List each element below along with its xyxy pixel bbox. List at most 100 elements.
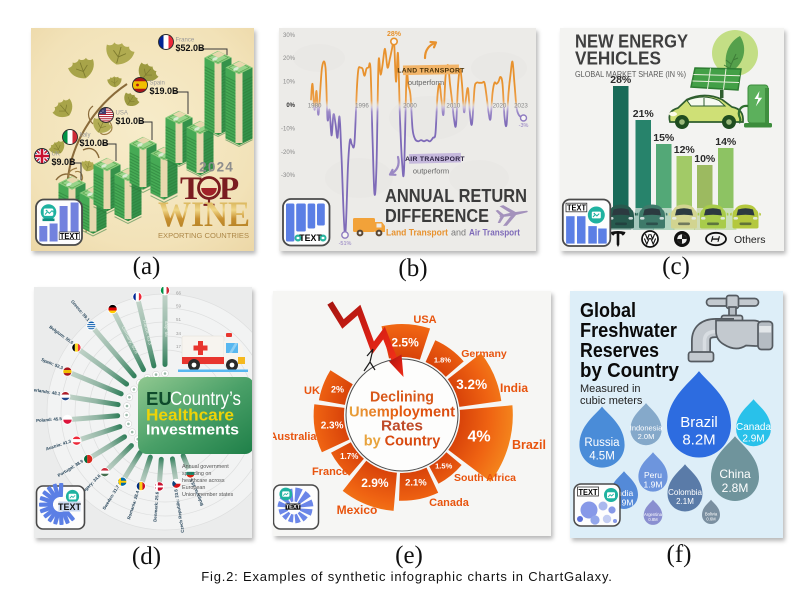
svg-text:1.9M: 1.9M (615, 498, 634, 508)
svg-text:Measured in: Measured in (580, 383, 641, 395)
svg-text:France: 63.3: France: 63.3 (142, 319, 153, 346)
svg-text:Peru: Peru (644, 470, 662, 480)
svg-text:TEXT: TEXT (579, 487, 599, 497)
svg-text:0.6M: 0.6M (706, 516, 716, 521)
svg-text:10%: 10% (283, 80, 296, 86)
svg-text:Land Transport: Land Transport (386, 228, 448, 238)
svg-text:WINE: WINE (158, 194, 250, 234)
svg-text:Union member states: Union member states (182, 492, 234, 498)
svg-text:VEHICLES: VEHICLES (575, 48, 661, 69)
svg-text:healthcare across: healthcare across (182, 478, 225, 484)
svg-text:14%: 14% (715, 136, 737, 148)
svg-text:8.2M: 8.2M (682, 431, 715, 448)
svg-text:Air Transport: Air Transport (469, 228, 520, 238)
svg-text:France: France (176, 38, 195, 44)
svg-text:-30%: -30% (281, 173, 296, 179)
svg-text:by Country: by Country (580, 359, 680, 382)
svg-text:Russia: Russia (584, 437, 620, 449)
svg-text:2.5%: 2.5% (391, 335, 419, 349)
svg-text:AIR TRANSPORT: AIR TRANSPORT (405, 156, 465, 163)
svg-text:1.8%: 1.8% (434, 355, 451, 364)
svg-text:2.9%: 2.9% (361, 476, 389, 490)
svg-text:and: and (451, 228, 466, 238)
svg-text:USA: USA (413, 314, 436, 326)
svg-text:2.1%: 2.1% (405, 478, 427, 489)
svg-text:$10.0B: $10.0B (116, 116, 146, 126)
svg-text:LAND TRANSPORT: LAND TRANSPORT (397, 68, 465, 75)
svg-text:T: T (180, 171, 202, 207)
svg-text:Freshwater: Freshwater (580, 319, 677, 342)
svg-text:Indonesia: Indonesia (630, 423, 663, 432)
svg-text:Spain: Spain (150, 81, 165, 87)
svg-text:Australia: Australia (273, 431, 317, 443)
svg-text:UK: UK (52, 152, 60, 158)
svg-text:EXPORTING COUNTRIES: EXPORTING COUNTRIES (158, 231, 249, 240)
svg-text:12%: 12% (674, 144, 696, 156)
svg-text:Country’s: Country’s (170, 389, 241, 410)
svg-text:2.8M: 2.8M (722, 481, 749, 495)
svg-text:Reserves: Reserves (580, 339, 659, 362)
svg-text:2024: 2024 (199, 160, 234, 175)
svg-text:4%: 4% (468, 428, 491, 445)
svg-text:India: India (500, 381, 528, 395)
svg-text:Italy: 66: Italy: 66 (164, 321, 169, 338)
svg-text:Netherlands: 48.1: Netherlands: 48.1 (34, 386, 61, 397)
svg-text:UK: UK (304, 385, 320, 397)
svg-text:0%: 0% (286, 103, 295, 109)
svg-text:3.2%: 3.2% (456, 377, 487, 392)
svg-text:Canada: Canada (429, 497, 470, 509)
svg-text:$19.0B: $19.0B (150, 86, 180, 96)
svg-text:South Africa: South Africa (454, 472, 516, 484)
svg-text:30%: 30% (283, 33, 296, 39)
svg-text:spending on: spending on (182, 471, 211, 477)
svg-text:France: France (312, 466, 348, 478)
svg-text:TEXT: TEXT (58, 502, 82, 512)
svg-text:2.0M: 2.0M (638, 432, 655, 441)
svg-text:NEW ENERGY: NEW ENERGY (575, 31, 689, 52)
svg-text:China: China (719, 467, 751, 481)
svg-text:cubic meters: cubic meters (580, 395, 643, 407)
svg-text:Brazil: Brazil (512, 438, 546, 452)
svg-text:TEXT: TEXT (60, 231, 80, 241)
svg-text:Others: Others (734, 234, 766, 246)
svg-text:51: 51 (176, 317, 182, 322)
svg-text:28%: 28% (610, 74, 632, 86)
svg-text:21%: 21% (633, 108, 655, 120)
svg-text:-20%: -20% (281, 150, 296, 156)
svg-text:outperform: outperform (413, 167, 449, 176)
svg-text:TEXT: TEXT (567, 203, 587, 213)
svg-text:1980: 1980 (308, 103, 322, 110)
svg-text:TEXT: TEXT (286, 505, 301, 511)
svg-text:2010: 2010 (446, 103, 460, 110)
svg-text:DIFFERENCE: DIFFERENCE (385, 205, 489, 226)
svg-text:Argentina: Argentina (644, 512, 663, 517)
svg-text:India: India (615, 488, 634, 498)
svg-text:Declining: Declining (370, 390, 434, 406)
svg-text:ANNUAL RETURN: ANNUAL RETURN (385, 185, 527, 206)
svg-text:by Country: by Country (364, 434, 441, 450)
svg-text:4.5M: 4.5M (589, 450, 615, 462)
svg-text:2000: 2000 (403, 103, 417, 110)
svg-text:Poland: 45.5: Poland: 45.5 (36, 416, 63, 423)
svg-text:34: 34 (176, 331, 182, 336)
svg-text:Brazil: Brazil (680, 414, 718, 431)
svg-text:Mexico: Mexico (337, 503, 378, 517)
svg-text:outperform: outperform (408, 78, 444, 87)
svg-text:Annual government: Annual government (182, 464, 229, 470)
svg-text:GLOBAL MARKET SHARE (IN %): GLOBAL MARKET SHARE (IN %) (575, 70, 686, 79)
svg-text:59: 59 (176, 304, 182, 309)
svg-text:TEXT: TEXT (299, 233, 322, 243)
svg-text:Rates: Rates (381, 419, 423, 435)
svg-text:EU: EU (146, 388, 172, 409)
svg-text:Denmark: 25.6: Denmark: 25.6 (152, 491, 159, 522)
svg-text:2%: 2% (331, 385, 344, 395)
svg-text:2.1M: 2.1M (676, 497, 694, 506)
svg-text:Healthcare: Healthcare (146, 406, 234, 425)
svg-text:Investments: Investments (146, 423, 239, 439)
svg-text:-10%: -10% (281, 126, 296, 132)
svg-text:2020: 2020 (493, 103, 507, 110)
svg-text:17: 17 (176, 344, 182, 349)
svg-text:28%: 28% (387, 31, 402, 38)
svg-text:Global: Global (580, 299, 636, 322)
svg-text:Canada: Canada (736, 422, 771, 433)
